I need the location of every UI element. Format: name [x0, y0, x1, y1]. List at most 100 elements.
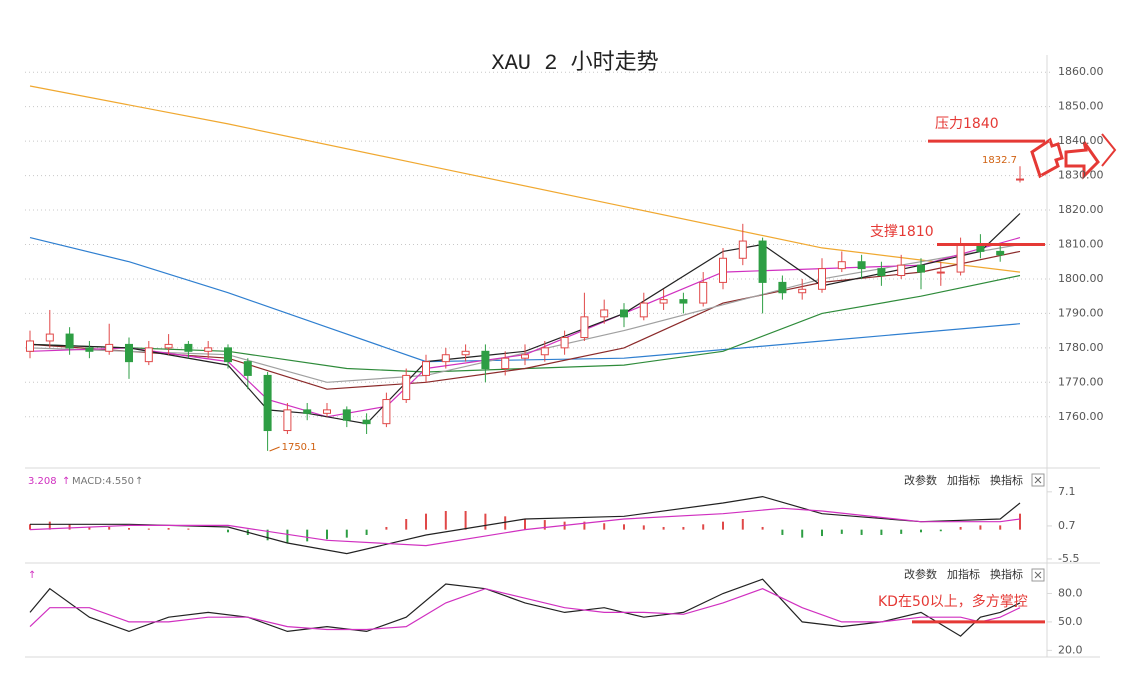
candle-body — [917, 264, 925, 273]
price-note: 1832.7 — [982, 155, 1017, 166]
candle-body — [818, 268, 826, 290]
candle-body — [184, 343, 193, 352]
candle-body — [402, 374, 411, 401]
candle-body — [699, 281, 708, 304]
y-tick-label: 1780.00 — [1058, 341, 1104, 354]
candle-body — [224, 347, 232, 363]
arrow-icon — [1030, 137, 1064, 179]
candle-body — [877, 268, 886, 277]
y-tick-label: 1860.00 — [1058, 65, 1104, 78]
candle-body — [362, 419, 371, 425]
candle-body — [85, 347, 94, 352]
candle-body — [936, 271, 945, 274]
candle-body — [719, 257, 727, 283]
candle-body — [996, 250, 1005, 256]
candle-body — [26, 340, 34, 352]
candle-body — [144, 347, 153, 363]
indicator-header: 3.208 — [28, 476, 57, 487]
indicator-line — [29, 274, 1021, 373]
candle-body — [441, 354, 450, 363]
candle-body — [857, 261, 866, 270]
indicator-line — [29, 237, 1021, 363]
indicator-header: ↑ — [135, 476, 143, 487]
close-button[interactable] — [1031, 473, 1045, 487]
level-label: KD在50以上，多方掌控 — [878, 593, 1028, 610]
indicator-header: MACD:4.550 — [72, 476, 134, 487]
toolbar-button[interactable]: 加指标 — [947, 567, 980, 581]
candle-body — [323, 409, 331, 414]
candle-body — [65, 333, 74, 349]
candle-body — [778, 281, 787, 294]
candle-body — [501, 357, 510, 370]
indicator-line — [29, 213, 1021, 425]
price-note: 1750.1 — [282, 442, 317, 453]
y-tick-label: 7.1 — [1058, 485, 1076, 498]
candle-body — [540, 347, 549, 356]
candle-body — [461, 350, 470, 356]
note-pointer — [269, 446, 280, 452]
y-tick-label: 80.0 — [1058, 586, 1083, 599]
candle-body — [679, 299, 688, 304]
candle-body — [1016, 178, 1024, 181]
toolbar-button[interactable]: 换指标 — [990, 567, 1023, 581]
y-tick-label: 20.0 — [1058, 643, 1083, 656]
candle-body — [105, 343, 114, 352]
candle-body — [243, 361, 252, 376]
y-tick-label: 1840.00 — [1058, 134, 1104, 147]
candle-body — [45, 333, 54, 342]
candle-body — [600, 309, 609, 318]
toolbar-button[interactable]: 换指标 — [990, 473, 1023, 487]
y-tick-label: -5.5 — [1058, 552, 1079, 565]
y-tick-label: 1830.00 — [1058, 169, 1104, 182]
candle-body — [303, 409, 312, 414]
candle-body — [560, 337, 569, 349]
candle-body — [738, 240, 747, 259]
y-tick-label: 1850.00 — [1058, 100, 1104, 113]
candle-body — [620, 309, 628, 318]
level-label: 压力1840 — [935, 116, 999, 132]
candle-body — [580, 316, 589, 339]
candle-body — [382, 399, 391, 425]
arrow-icon — [1064, 141, 1100, 180]
indicator-line — [29, 588, 1021, 631]
candle-body — [125, 343, 133, 363]
candle-body — [758, 240, 767, 283]
candle-body — [659, 299, 668, 304]
candle-body — [956, 243, 965, 273]
indicator-line — [29, 507, 1021, 547]
indicator-line — [29, 85, 1021, 273]
candle-body — [639, 302, 648, 318]
y-tick-label: 50.0 — [1058, 615, 1083, 628]
candle-body — [837, 261, 846, 270]
candle-body — [422, 361, 430, 376]
candle-body — [204, 347, 213, 352]
y-tick-label: 1770.00 — [1058, 375, 1104, 388]
candle-body — [798, 288, 807, 294]
toolbar-button[interactable]: 加指标 — [947, 473, 980, 487]
candle-body — [342, 409, 351, 421]
candle-body — [164, 343, 173, 349]
candle-body — [481, 350, 490, 370]
close-button[interactable] — [1031, 568, 1045, 582]
arrow-icon — [1101, 133, 1117, 167]
y-tick-label: 1820.00 — [1058, 203, 1104, 216]
indicator-header: ↑ — [28, 570, 36, 581]
level-label: 支撑1810 — [870, 224, 934, 240]
y-tick-label: 1800.00 — [1058, 272, 1104, 285]
indicator-line — [29, 237, 1021, 418]
y-tick-label: 1790.00 — [1058, 306, 1104, 319]
indicator-header: ↑ — [62, 476, 70, 487]
y-tick-label: 1760.00 — [1058, 410, 1104, 423]
candle-body — [283, 409, 292, 432]
candle-body — [521, 354, 529, 359]
indicator-line — [29, 250, 1021, 390]
indicator-line — [29, 578, 1021, 637]
toolbar-button[interactable]: 改参数 — [904, 567, 937, 581]
candle-body — [263, 374, 272, 432]
candle-body — [897, 264, 906, 277]
toolbar-button[interactable]: 改参数 — [904, 473, 937, 487]
y-tick-label: 1810.00 — [1058, 237, 1104, 250]
y-tick-label: 0.7 — [1058, 519, 1076, 532]
